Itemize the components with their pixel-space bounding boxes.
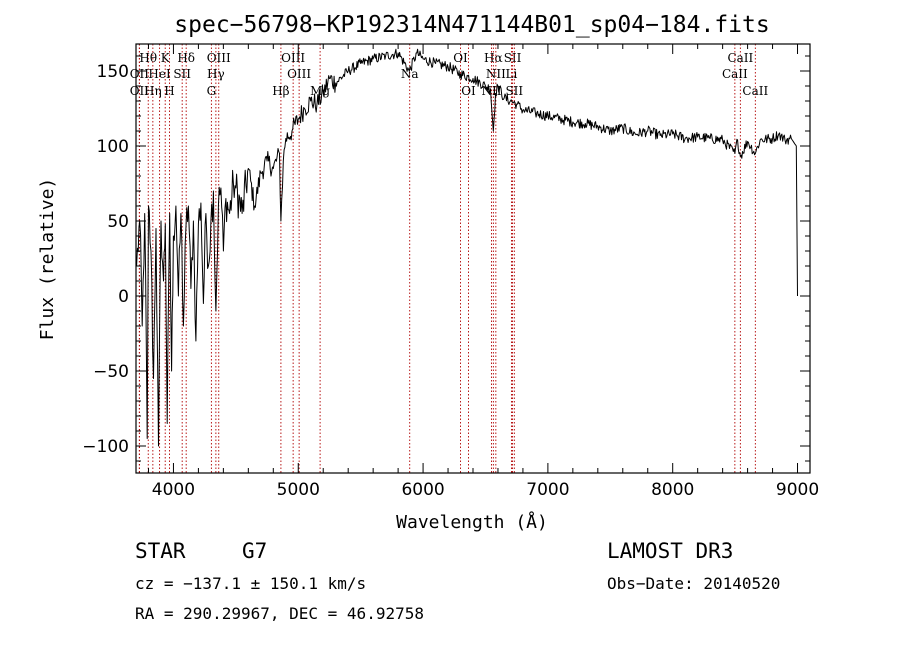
y-tick-label: 50: [107, 212, 129, 232]
line-label: OIII: [281, 51, 305, 65]
y-tick-label: 100: [97, 137, 129, 157]
spectrum-series: [136, 48, 798, 447]
line-label: OI: [461, 84, 476, 98]
line-label: Hα: [484, 51, 503, 65]
x-tick-label: 7000: [526, 480, 569, 500]
axes: 4000 5000 6000 7000 8000 9000 −100 −50 0 50 100 150: [82, 44, 819, 500]
redshift-cz: cz = −137.1 ± 150.1 km/s: [135, 574, 367, 593]
line-label: OIII: [207, 51, 231, 65]
y-axis-label: Flux (relative): [37, 178, 58, 341]
line-label: CaII: [722, 67, 748, 81]
object-subclass: G7: [242, 539, 268, 563]
survey-name: LAMOST DR3: [607, 539, 734, 563]
y-tick-label: −50: [93, 362, 129, 382]
x-tick-label: 8000: [651, 480, 694, 500]
x-tick-label: 4000: [152, 480, 195, 500]
line-label: SII: [504, 51, 522, 65]
line-label: Hθ: [139, 51, 157, 65]
observation-date: Obs−Date: 20140520: [607, 574, 781, 593]
line-label: OIII: [287, 67, 311, 81]
plot-frame: [135, 43, 811, 474]
line-label: Hδ: [177, 51, 195, 65]
line-label: OII: [130, 84, 150, 98]
coordinates: RA = 290.29967, DEC = 46.92758: [135, 604, 424, 623]
line-label: Hβ: [272, 84, 289, 98]
line-label: Hγ: [207, 67, 225, 81]
x-tick-label: 6000: [401, 480, 444, 500]
line-label: Li: [506, 67, 518, 81]
line-label: Hη: [144, 84, 162, 98]
x-tick-label: 9000: [776, 480, 819, 500]
line-label: CaII: [727, 51, 753, 65]
object-class: STAR: [135, 539, 186, 563]
spectrum-line: [136, 48, 798, 447]
line-label: HeI: [148, 67, 171, 81]
chart-title: spec−56798−KP192314N471144B01_sp04−184.f…: [174, 12, 769, 38]
line-label: SII: [505, 84, 523, 98]
y-tick-label: −100: [82, 437, 129, 457]
line-label: NII: [486, 67, 506, 81]
line-label: Na: [401, 67, 419, 81]
y-tick-label: 150: [97, 62, 129, 82]
y-tick-label: 0: [118, 287, 129, 307]
line-label: K: [161, 51, 171, 65]
x-axis-label: Wavelength (Å): [396, 511, 548, 533]
line-label: CaII: [742, 84, 768, 98]
line-label: OI: [453, 51, 468, 65]
line-label: H: [164, 84, 174, 98]
line-label: SII: [173, 67, 191, 81]
x-tick-label: 5000: [277, 480, 320, 500]
line-label: G: [207, 84, 217, 98]
